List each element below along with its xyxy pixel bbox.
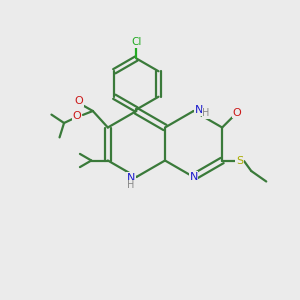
- Text: N: N: [127, 172, 135, 183]
- Text: N: N: [189, 172, 198, 182]
- Text: O: O: [233, 107, 242, 118]
- Text: H: H: [202, 108, 210, 118]
- Text: N: N: [195, 105, 203, 116]
- Text: S: S: [236, 155, 243, 166]
- Text: O: O: [73, 111, 81, 122]
- Text: O: O: [74, 96, 83, 106]
- Text: Cl: Cl: [131, 37, 142, 47]
- Text: H: H: [127, 180, 135, 190]
